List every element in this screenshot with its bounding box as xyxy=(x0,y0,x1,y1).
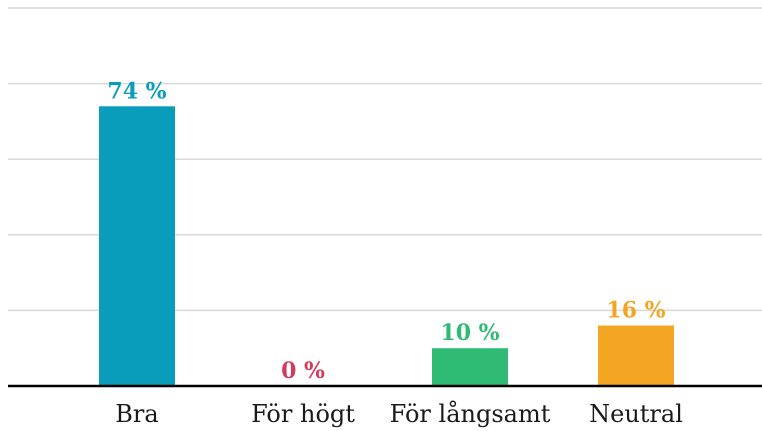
tick-label-2: För långsamt xyxy=(390,399,551,428)
x-tick-labels: Bra För högt För långsamt Neutral xyxy=(115,399,683,428)
bars xyxy=(99,106,674,386)
data-label-0: 74 % xyxy=(107,78,166,104)
bar-2 xyxy=(432,348,508,386)
tick-label-3: Neutral xyxy=(589,400,683,428)
value-labels: 74 % 0 % 10 % 16 % xyxy=(107,78,665,384)
tick-label-0: Bra xyxy=(115,400,158,428)
data-label-2: 10 % xyxy=(440,320,499,346)
data-label-1: 0 % xyxy=(281,358,325,384)
bar-3 xyxy=(598,326,674,386)
tick-label-1: För högt xyxy=(251,400,355,428)
bar-0 xyxy=(99,106,175,386)
data-label-3: 16 % xyxy=(606,298,665,324)
